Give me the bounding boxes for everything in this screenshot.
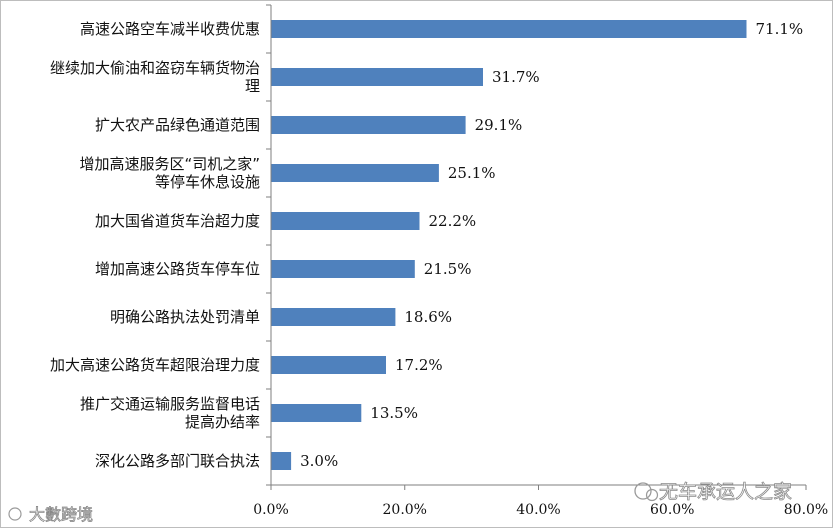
bar bbox=[271, 164, 439, 182]
watermark-left: 大數跨境 bbox=[8, 505, 93, 524]
category-label: 等停车休息设施 bbox=[155, 173, 260, 191]
wechat-icon-small bbox=[645, 488, 659, 502]
bar bbox=[271, 452, 292, 470]
category-label: 推广交通运输服务监督电话 bbox=[80, 395, 260, 413]
watermark-left-text: 大數跨境 bbox=[29, 505, 93, 524]
category-label: 深化公路多部门联合执法 bbox=[95, 452, 260, 470]
wechat-icon bbox=[634, 482, 652, 500]
category-label: 理 bbox=[245, 77, 260, 95]
category-labels-group: 高速公路空车减半收费优惠继续加大偷油和盗窃车辆货物治理扩大农产品绿色通道范围增加… bbox=[50, 20, 260, 470]
bar bbox=[271, 212, 420, 230]
category-label: 增加高速服务区“司机之家” bbox=[79, 155, 260, 173]
x-tick-label: 80.0% bbox=[784, 502, 828, 518]
x-tick-label: 0.0% bbox=[253, 502, 289, 518]
value-label: 13.5% bbox=[370, 404, 418, 422]
category-label: 扩大农产品绿色通道范围 bbox=[95, 116, 260, 134]
category-label: 增加高速公路货车停车位 bbox=[95, 260, 260, 278]
tick-labels-group: 0.0% 20.0% 40.0% 60.0% 80.0% bbox=[253, 502, 828, 518]
bars-group bbox=[271, 20, 747, 470]
category-label: 继续加大偷油和盗窃车辆货物治 bbox=[50, 59, 260, 77]
bar bbox=[271, 68, 483, 86]
axes-group bbox=[266, 4, 807, 490]
category-label: 明确公路执法处罚清单 bbox=[110, 308, 260, 326]
bar bbox=[271, 404, 362, 422]
value-label: 25.1% bbox=[448, 164, 496, 182]
category-label: 高速公路空车减半收费优惠 bbox=[80, 20, 260, 38]
category-label: 加大国省道货车治超力度 bbox=[95, 212, 260, 230]
value-label: 3.0% bbox=[300, 452, 338, 470]
bar bbox=[271, 116, 466, 134]
watermark-right: 无车承运人之家 bbox=[634, 481, 792, 503]
value-label: 71.1% bbox=[756, 20, 804, 38]
x-tick-label: 60.0% bbox=[650, 502, 694, 518]
bar bbox=[271, 356, 386, 374]
value-labels-group: 71.1% 31.7% 29.1% 25.1% 22.2% 21.5% 18.6% 17.2%… bbox=[300, 20, 803, 470]
category-label: 提高办结率 bbox=[185, 413, 260, 431]
value-label: 31.7% bbox=[492, 68, 540, 86]
bar bbox=[271, 20, 747, 38]
watermark-right-text: 无车承运人之家 bbox=[659, 481, 792, 503]
value-label: 17.2% bbox=[395, 356, 443, 374]
bar bbox=[271, 260, 415, 278]
value-label: 22.2% bbox=[429, 212, 477, 230]
category-label: 加大高速公路货车超限治理力度 bbox=[50, 356, 260, 374]
value-label: 21.5% bbox=[424, 260, 472, 278]
value-label: 29.1% bbox=[475, 116, 523, 134]
x-tick-label: 40.0% bbox=[516, 502, 560, 518]
watermark-logo-icon bbox=[8, 507, 22, 521]
value-label: 18.6% bbox=[404, 308, 452, 326]
x-tick-label: 20.0% bbox=[383, 502, 427, 518]
bar bbox=[271, 308, 396, 326]
